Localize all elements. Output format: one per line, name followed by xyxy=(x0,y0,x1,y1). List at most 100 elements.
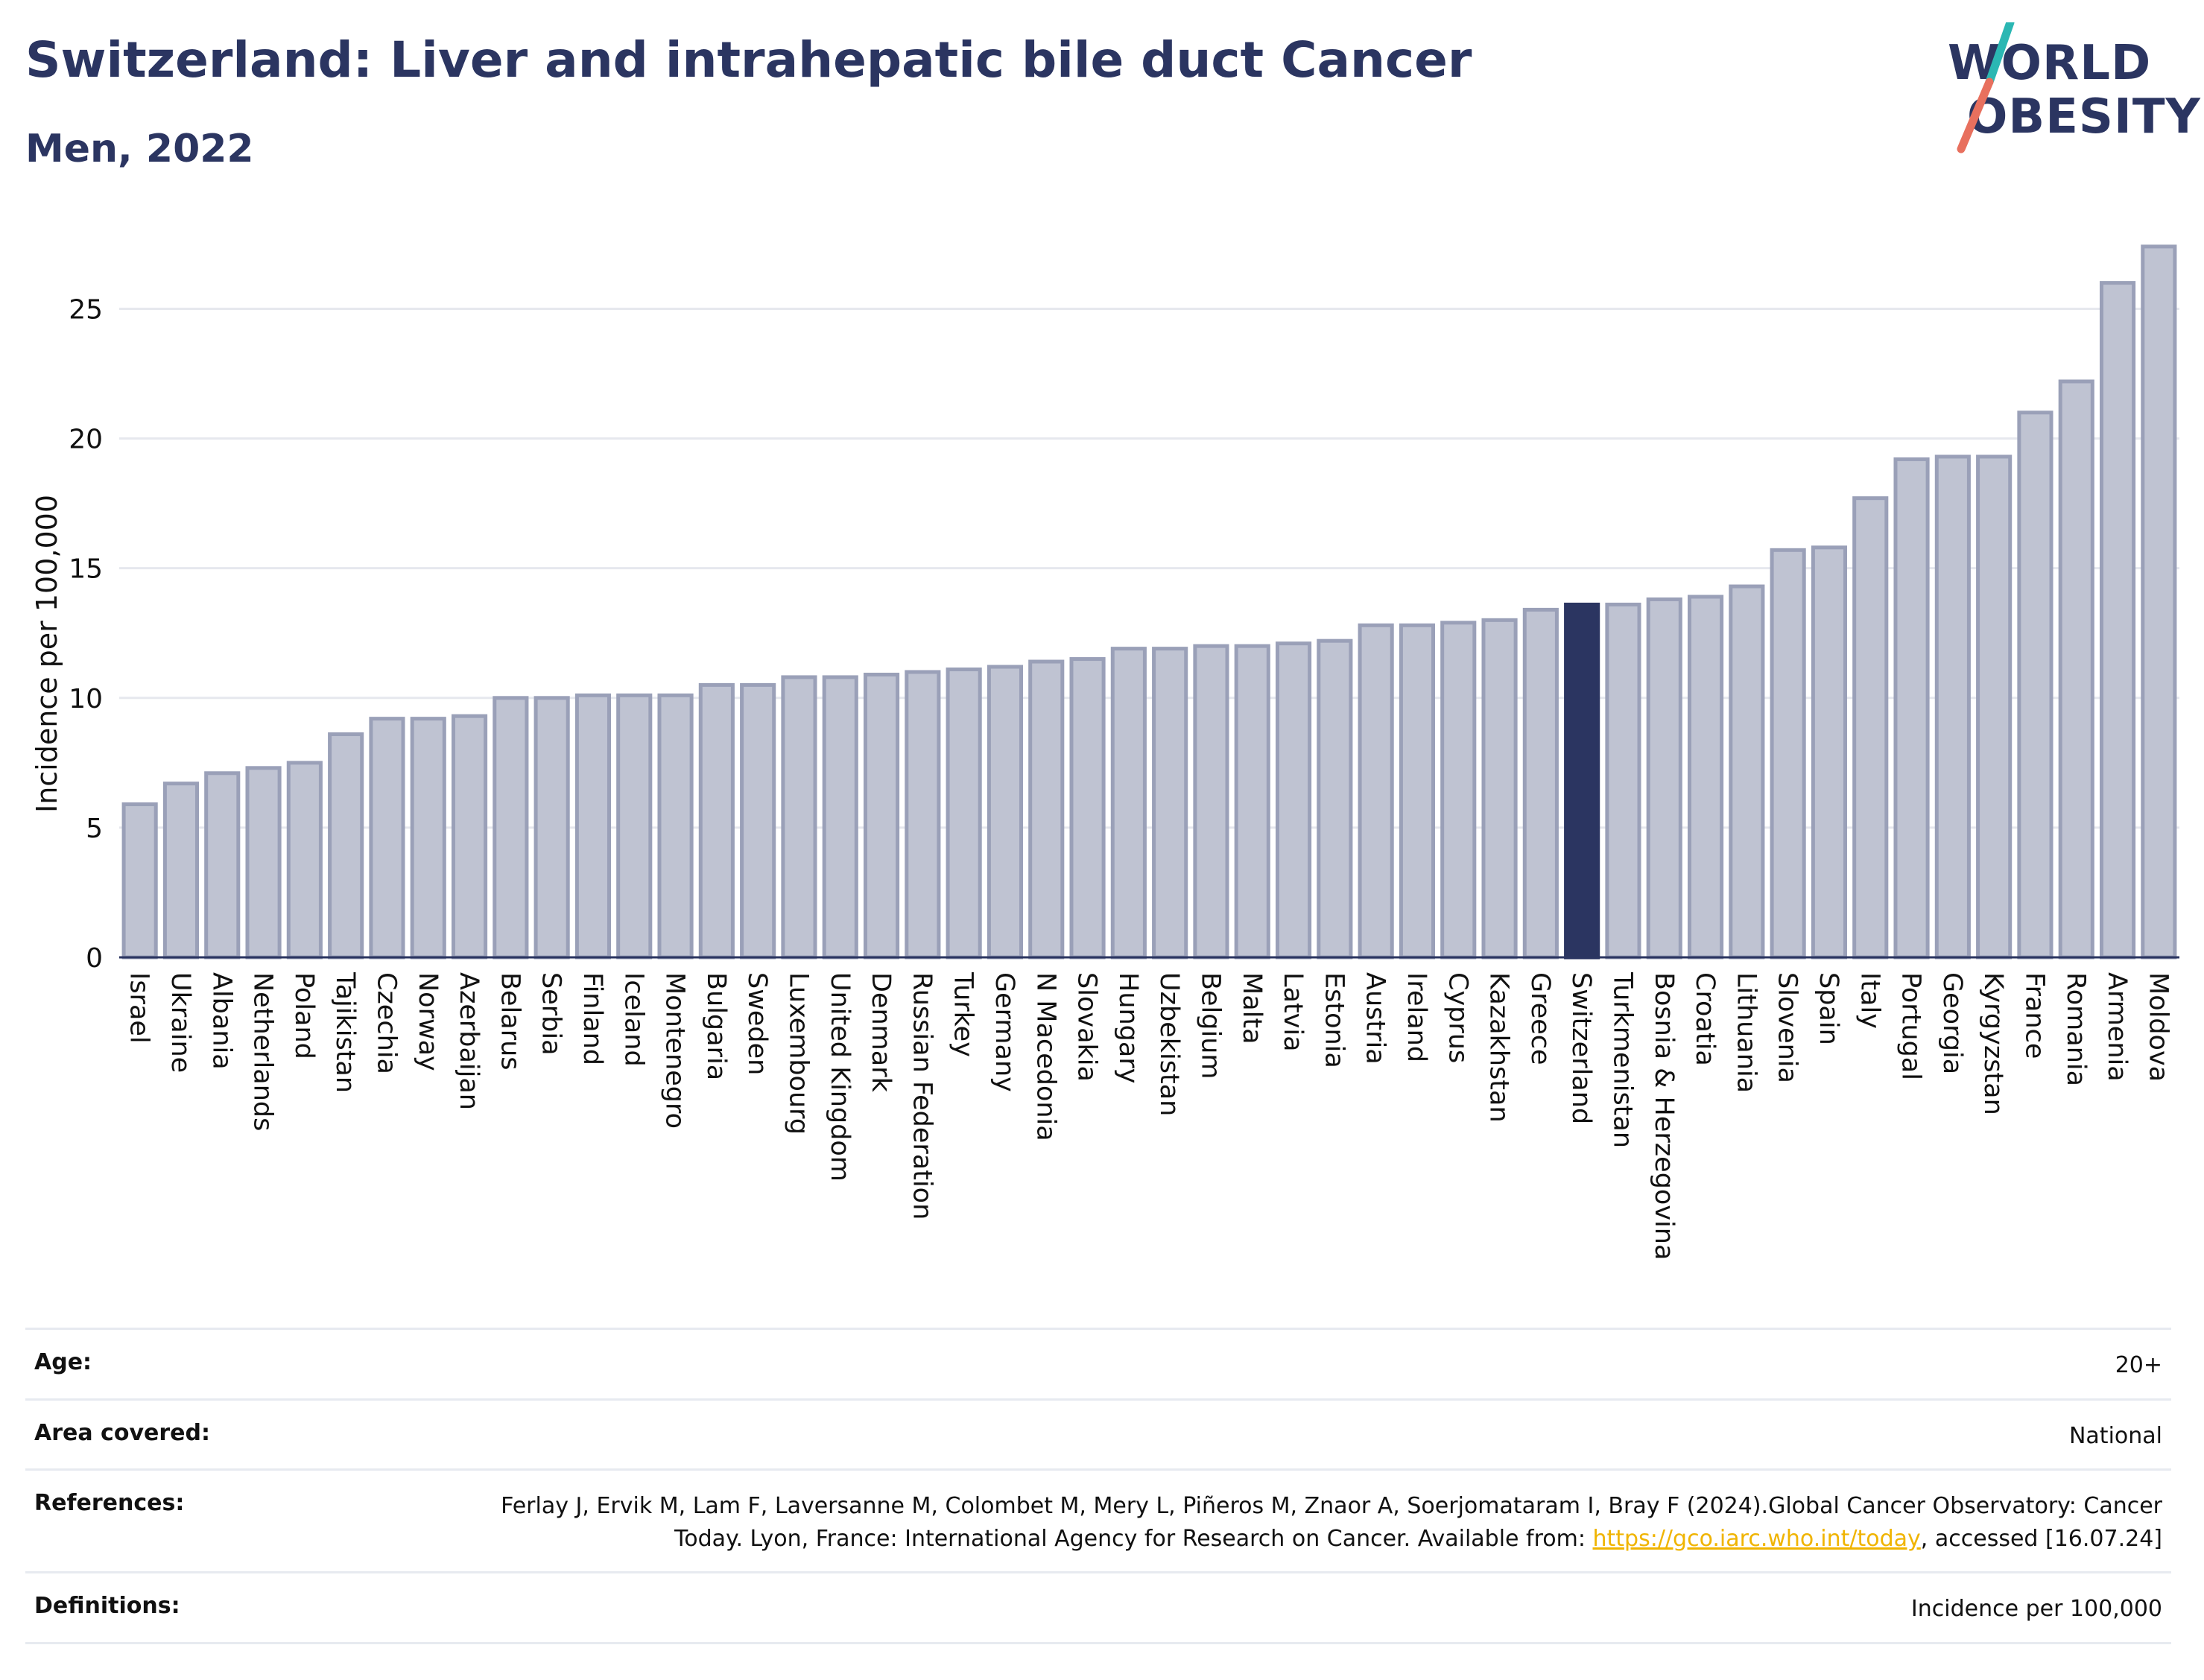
y-tick-label: 15 xyxy=(69,554,103,585)
x-tick-label: United Kingdom xyxy=(825,972,855,1182)
x-tick-label: Ukraine xyxy=(165,972,195,1073)
chart-title: Switzerland: Liver and intrahepatic bile… xyxy=(25,31,1472,89)
bar-chart: 0 5 10 15 20 25 Israel Ukraine Albania Netherlan… xyxy=(31,244,2179,1260)
bar xyxy=(1152,647,1188,960)
bar xyxy=(822,675,858,960)
x-tick-label: Montenegro xyxy=(660,972,690,1129)
y-axis-title: Incidence per 100,000 xyxy=(31,495,63,813)
bar xyxy=(1234,644,1270,960)
x-tick-label: Czechia xyxy=(371,972,401,1074)
area-label: Area covered: xyxy=(34,1419,210,1446)
bar xyxy=(1729,584,1765,960)
x-tick-label: Estonia xyxy=(1319,972,1349,1068)
references-label: References: xyxy=(34,1490,185,1516)
x-tick-label: Greece xyxy=(1525,972,1555,1065)
bar xyxy=(1481,618,1518,960)
chart-subtitle: Men, 2022 xyxy=(25,127,254,171)
logo-line-2: OBESITY xyxy=(1967,89,2201,145)
bar xyxy=(1358,623,1394,960)
x-tick-label: Belarus xyxy=(495,972,525,1071)
x-tick-label: Croatia xyxy=(1690,972,1720,1066)
x-tick-label: Austria xyxy=(1361,972,1390,1065)
bar xyxy=(574,693,612,960)
x-tick-label: Latvia xyxy=(1278,972,1308,1052)
x-tick-label: Moldova xyxy=(2143,972,2173,1082)
definitions-value: Incidence per 100,000 xyxy=(1910,1596,2162,1622)
x-tick-label: N Macedonia xyxy=(1030,972,1060,1141)
bar xyxy=(204,771,241,960)
bar xyxy=(781,675,817,960)
bar xyxy=(1028,659,1065,960)
info-row-references: References: Ferlay J, Ervik M, Lam F, La… xyxy=(25,1468,2171,1571)
y-tick-label: 25 xyxy=(69,294,103,325)
bar xyxy=(1522,607,1559,960)
x-axis-labels: Israel Ukraine Albania Netherlands Poland Taj… xyxy=(124,971,2173,1260)
x-tick-label: Armenia xyxy=(2102,972,2132,1082)
bar xyxy=(1440,621,1477,960)
bar xyxy=(162,782,200,960)
bar-highlight xyxy=(1564,602,1600,960)
logo-line-1: WORLD xyxy=(1948,36,2152,91)
bar xyxy=(1852,496,1889,960)
x-tick-label: Slovenia xyxy=(1773,972,1802,1083)
bar xyxy=(740,682,776,960)
x-tick-label: Germany xyxy=(989,972,1019,1092)
x-tick-label: Norway xyxy=(413,972,443,1071)
x-tick-label: Iceland xyxy=(618,972,648,1067)
x-tick-label: Russian Federation xyxy=(907,972,937,1220)
y-tick-label: 10 xyxy=(69,684,103,714)
x-tick-label: Ireland xyxy=(1402,972,1431,1062)
bar xyxy=(1317,638,1353,960)
bar xyxy=(1069,657,1106,960)
x-tick-label: Poland xyxy=(289,972,319,1059)
bar xyxy=(1110,647,1147,960)
bar xyxy=(1893,457,1930,960)
x-tick-label: Georgia xyxy=(1937,972,1967,1074)
x-tick-label: Lithuania xyxy=(1731,972,1761,1093)
age-label: Age: xyxy=(34,1349,92,1375)
y-axis-ticks: 0 5 10 15 20 25 xyxy=(69,294,103,974)
x-tick-label: Cyprus xyxy=(1443,972,1472,1063)
x-tick-label: Kazakhstan xyxy=(1484,972,1514,1123)
bar xyxy=(328,732,364,960)
y-tick-label: 20 xyxy=(69,425,103,455)
bar xyxy=(2058,379,2094,960)
x-tick-label: Uzbekistan xyxy=(1154,972,1184,1116)
bar xyxy=(946,667,982,960)
references-link[interactable]: https://gco.iarc.who.int/today xyxy=(1592,1525,1921,1552)
x-tick-label: Sweden xyxy=(742,972,772,1075)
x-tick-label: Netherlands xyxy=(248,972,278,1131)
bar xyxy=(863,672,900,960)
x-tick-label: Turkmenistan xyxy=(1607,971,1637,1148)
logo-slash-icon xyxy=(1957,22,2015,153)
bar xyxy=(2141,244,2177,960)
y-tick-label: 0 xyxy=(86,943,103,974)
x-tick-label: Israel xyxy=(124,972,154,1044)
bar xyxy=(1934,454,1971,960)
info-row-area: Area covered: National xyxy=(25,1398,2171,1469)
x-tick-label: Hungary xyxy=(1113,972,1143,1083)
bar xyxy=(533,696,570,960)
x-tick-label: Turkey xyxy=(949,971,978,1057)
bar xyxy=(121,802,158,960)
age-value: 20+ xyxy=(2115,1352,2162,1378)
x-tick-label: Bosnia & Herzegovina xyxy=(1649,972,1679,1260)
x-tick-label: Finland xyxy=(577,972,607,1065)
bar xyxy=(698,682,735,960)
references-value: Ferlay J, Ervik M, Lam F, Laversanne M, … xyxy=(449,1490,2162,1555)
bar xyxy=(905,670,941,960)
x-tick-label: Denmark xyxy=(866,972,896,1093)
x-tick-label: Luxembourg xyxy=(783,972,813,1135)
bar xyxy=(369,717,405,960)
x-tick-label: Romania xyxy=(2061,972,2091,1086)
references-text: Ferlay J, Ervik M, Lam F, Laversanne M, … xyxy=(501,1493,2162,1552)
bar xyxy=(1646,597,1682,960)
x-tick-label: Belgium xyxy=(1195,972,1225,1080)
x-tick-label: Serbia xyxy=(536,972,566,1056)
bar xyxy=(1770,548,1806,960)
bar xyxy=(2099,281,2136,960)
bar xyxy=(451,714,488,960)
x-tick-label: Azerbaijan xyxy=(454,972,484,1110)
bar xyxy=(657,693,694,960)
info-table: Age: 20+ Area covered: National Referenc… xyxy=(25,1328,2171,1644)
